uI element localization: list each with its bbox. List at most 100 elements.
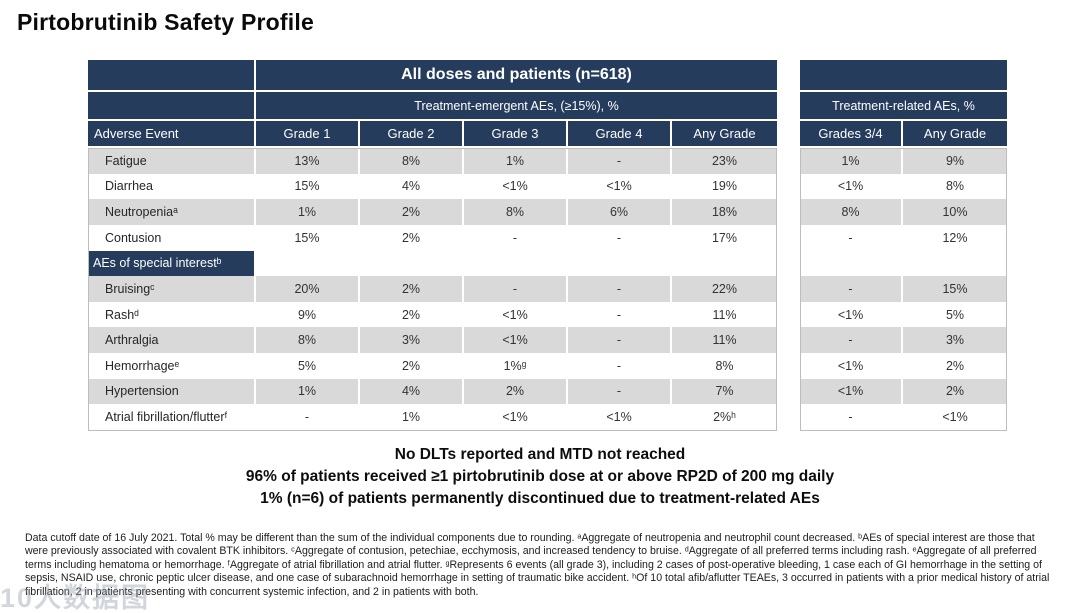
row-label: AEs of special interestᵇ bbox=[88, 250, 256, 277]
header-blank-cell bbox=[800, 60, 1007, 92]
data-cell: 13% bbox=[256, 148, 360, 174]
column-header-grade1: Grade 1 bbox=[256, 121, 360, 148]
data-cell: <1% bbox=[903, 404, 1007, 430]
data-cell: 2% bbox=[360, 353, 464, 379]
row-label: Atrial fibrillation/flutterᶠ bbox=[88, 404, 256, 430]
table-body-right: 1% 9% <1% 8% 8% 10% -12% -15% <1% 5% -3% <1% 2% <1% 2%… bbox=[800, 148, 1007, 430]
data-cell: 3% bbox=[903, 327, 1007, 353]
data-cell: 2% bbox=[360, 276, 464, 302]
data-cell bbox=[800, 250, 903, 277]
data-cell: <1% bbox=[568, 173, 672, 200]
data-cell: 9% bbox=[903, 148, 1007, 174]
data-cell: 7% bbox=[672, 378, 777, 405]
data-cell: 8% bbox=[464, 199, 568, 225]
column-header-grade4: Grade 4 bbox=[568, 121, 672, 148]
row-label: Rashᵈ bbox=[88, 301, 256, 328]
data-cell: 18% bbox=[672, 199, 777, 225]
data-cell: - bbox=[568, 301, 672, 328]
data-cell: 8% bbox=[672, 353, 777, 379]
data-cell: - bbox=[568, 276, 672, 302]
table-row: 1% 9% bbox=[800, 148, 1007, 174]
data-cell: 9% bbox=[256, 301, 360, 328]
table-header-row: Treatment-related AEs, % bbox=[800, 92, 1007, 121]
row-label: Fatigue bbox=[88, 148, 256, 174]
data-cell bbox=[672, 250, 777, 277]
table-row: Contusion 15% 2% - -17% bbox=[88, 224, 777, 251]
footnote-line: terms including hematoma or hemorrhage. … bbox=[25, 558, 1042, 571]
table-row: -3% bbox=[800, 327, 1007, 353]
data-cell: - bbox=[568, 353, 672, 379]
row-label: Arthralgia bbox=[88, 327, 256, 353]
table-row: <1% 8% bbox=[800, 173, 1007, 200]
row-label: Hemorrhageᵉ bbox=[88, 353, 256, 379]
data-cell: 11% bbox=[672, 327, 777, 353]
row-label: Bruisingᶜ bbox=[88, 276, 256, 302]
table-header-row bbox=[800, 60, 1007, 92]
data-cell: - bbox=[464, 276, 568, 302]
data-cell: 15% bbox=[903, 276, 1007, 302]
data-cell: - bbox=[568, 378, 672, 405]
row-label: Neutropeniaᵃ bbox=[88, 199, 256, 225]
data-cell: 2% bbox=[360, 199, 464, 225]
data-cell: 1% bbox=[464, 148, 568, 174]
table-row: Arthralgia 8% 3% <1% -11% bbox=[88, 327, 777, 353]
data-cell: <1% bbox=[568, 404, 672, 430]
data-cell: 22% bbox=[672, 276, 777, 302]
data-cell: <1% bbox=[800, 353, 903, 379]
data-cell bbox=[464, 250, 568, 277]
table-row: <1% 2% bbox=[800, 353, 1007, 379]
footnote-line: fibrillation, 2 in patients presenting w… bbox=[25, 585, 479, 598]
data-cell: <1% bbox=[464, 327, 568, 353]
page-title: Pirtobrutinib Safety Profile bbox=[17, 9, 314, 35]
data-cell: 15% bbox=[256, 224, 360, 251]
header-blank-cell bbox=[88, 92, 256, 121]
data-cell: 2%ʰ bbox=[672, 404, 777, 430]
table-header-row: Adverse Event Grade 1 Grade 2 Grade 3 Gr… bbox=[88, 121, 777, 148]
table-row: Hypertension 1% 4% 2% -7% bbox=[88, 378, 777, 405]
data-cell bbox=[903, 250, 1007, 277]
data-cell: 2% bbox=[903, 378, 1007, 405]
table-row: Diarrhea 15% 4% <1% <1% 19% bbox=[88, 173, 777, 200]
data-cell: 20% bbox=[256, 276, 360, 302]
data-cell: 8% bbox=[903, 173, 1007, 200]
data-cell: 2% bbox=[360, 224, 464, 251]
table-header-row: All doses and patients (n=618) bbox=[88, 60, 777, 92]
table-header-row: Treatment-emergent AEs, (≥15%), % bbox=[88, 92, 777, 121]
data-cell: 19% bbox=[672, 173, 777, 200]
row-label: Hypertension bbox=[88, 378, 256, 405]
key-point-line: No DLTs reported and MTD not reached bbox=[394, 446, 686, 463]
data-cell: 3% bbox=[360, 327, 464, 353]
column-header-adverse-event: Adverse Event bbox=[88, 121, 256, 148]
table-row: Rashᵈ 9% 2% <1% -11% bbox=[88, 301, 777, 328]
data-cell: <1% bbox=[464, 173, 568, 200]
table-row: Atrial fibrillation/flutterᶠ -1% <1% <1% 2%ʰ bbox=[88, 404, 777, 430]
data-cell: 8% bbox=[256, 327, 360, 353]
data-cell: 23% bbox=[672, 148, 777, 174]
ae-table-main: All doses and patients (n=618) Treatment… bbox=[88, 60, 777, 430]
data-cell: - bbox=[256, 404, 360, 430]
data-cell bbox=[256, 250, 360, 277]
key-point-line: 1% (n=6) of patients permanently discont… bbox=[260, 490, 820, 507]
ae-table-treatment-related: Treatment-related AEs, % Grades 3/4 Any … bbox=[800, 60, 1007, 430]
footnote-line: sepsis, NSAID use, chronic peptic ulcer … bbox=[25, 572, 1050, 585]
data-cell: 17% bbox=[672, 224, 777, 251]
data-cell: - bbox=[568, 148, 672, 174]
data-cell: 8% bbox=[360, 148, 464, 174]
data-cell: <1% bbox=[464, 404, 568, 430]
data-cell: 1% bbox=[800, 148, 903, 174]
section-header-row: AEs of special interestᵇ bbox=[88, 250, 777, 277]
table-row: 8% 10% bbox=[800, 199, 1007, 225]
column-header-grade3: Grade 3 bbox=[464, 121, 568, 148]
data-cell: 2% bbox=[360, 301, 464, 328]
column-header-any-grade: Any Grade bbox=[672, 121, 777, 148]
data-cell: 15% bbox=[256, 173, 360, 200]
group-title-cell: All doses and patients (n=618) bbox=[256, 60, 777, 92]
table-row: Neutropeniaᵃ 1% 2% 8% 6% 18% bbox=[88, 199, 777, 225]
table-row: - <1% bbox=[800, 404, 1007, 430]
data-cell: 1% bbox=[256, 378, 360, 405]
table-header-row: Grades 3/4 Any Grade bbox=[800, 121, 1007, 148]
subgroup-title-cell: Treatment-related AEs, % bbox=[800, 92, 1007, 121]
table-row: Fatigue 13% 8% 1% -23% bbox=[88, 148, 777, 174]
data-cell bbox=[568, 250, 672, 277]
data-cell: 1% bbox=[360, 404, 464, 430]
